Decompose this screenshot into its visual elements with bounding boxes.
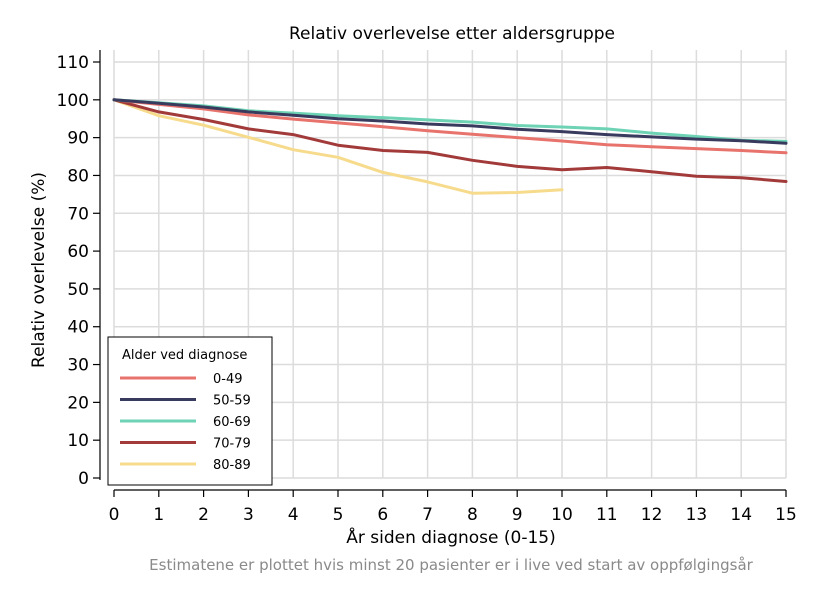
x-tick-label-13: 13: [686, 505, 708, 525]
y-tick-label-60: 60: [67, 242, 89, 262]
legend-box: [107, 336, 273, 486]
x-tick-label-10: 10: [551, 505, 573, 525]
x-tick-label-11: 11: [596, 505, 618, 525]
series-lines: [112, 98, 788, 195]
x-tick-label-7: 7: [422, 505, 433, 525]
x-tick-label-14: 14: [730, 505, 752, 525]
x-tick-label-1: 1: [153, 505, 164, 525]
x-axis-label: År siden diagnose (0-15): [346, 526, 556, 548]
x-tick-label-9: 9: [512, 505, 523, 525]
series-line-80-89: [112, 98, 564, 195]
footnote: Estimatene er plottet hvis minst 20 pasi…: [149, 556, 753, 574]
y-tick-label-0: 0: [78, 469, 89, 489]
x-tick-label-15: 15: [775, 505, 797, 525]
y-tick-label-90: 90: [67, 129, 89, 149]
x-tick-label-2: 2: [198, 505, 209, 525]
y-tick-label-20: 20: [67, 393, 89, 413]
x-tick-label-12: 12: [641, 505, 663, 525]
legend-label-80-89: 80-89: [213, 458, 251, 473]
legend-label-60-69: 60-69: [213, 415, 251, 430]
y-tick-label-70: 70: [67, 204, 89, 224]
y-tick-label-100: 100: [57, 91, 89, 111]
axes: [93, 50, 787, 497]
legend: Alder ved diagnose 0-49 50-59 60-69 70-79 80…: [107, 336, 273, 486]
y-tick-label-110: 110: [57, 53, 89, 73]
series-line-0-49: [112, 98, 788, 155]
grid: [113, 50, 787, 479]
y-tick-label-50: 50: [67, 280, 89, 300]
x-tick-label-0: 0: [109, 505, 120, 525]
series-line-70-79: [112, 98, 788, 183]
y-axis-label: Relativ overlevelse (%): [29, 172, 49, 368]
y-tick-label-30: 30: [67, 356, 89, 376]
x-tick-label-6: 6: [377, 505, 388, 525]
x-tick-label-5: 5: [333, 505, 344, 525]
chart-title: Relativ overlevelse etter aldersgruppe: [289, 24, 615, 44]
legend-title: Alder ved diagnose: [122, 348, 247, 363]
x-tick-label-4: 4: [288, 505, 299, 525]
x-tick-label-3: 3: [243, 505, 254, 525]
x-tick-label-8: 8: [467, 505, 478, 525]
legend-label-50-59: 50-59: [213, 394, 251, 409]
y-tick-label-40: 40: [67, 318, 89, 338]
legend-label-70-79: 70-79: [213, 437, 251, 452]
series-line-50-59: [112, 98, 788, 145]
y-tick-label-80: 80: [67, 166, 89, 186]
y-tick-label-10: 10: [67, 431, 89, 451]
legend-items: 0-49 50-59 60-69 70-79 80-89: [120, 372, 251, 473]
legend-label-0-49: 0-49: [213, 372, 243, 387]
